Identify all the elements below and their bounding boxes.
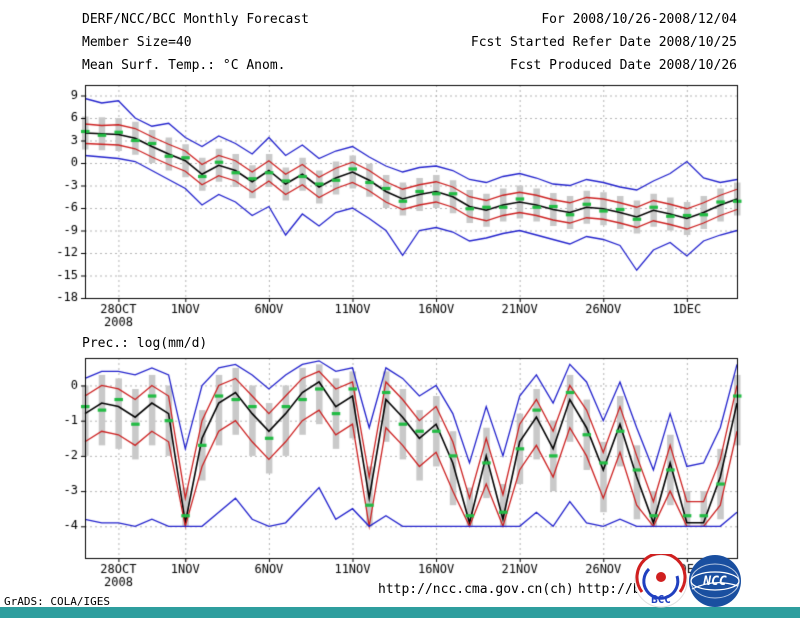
report-title: DERF/NCC/BCC Monthly Forecast [82,12,309,27]
ncc-logo-label: NCC [702,574,727,589]
bcc-red-swirl [635,554,687,593]
precip-panel-title: Prec.: log(mm/d) [82,336,208,351]
grads-credit: GrADS: COLA/IGES [4,595,110,608]
fcst-produced-date: Fcst Produced Date 2008/10/26 [510,58,737,73]
footer-bar [0,607,800,618]
ncc-url: http://ncc.cma.gov.cn(ch) [378,582,574,597]
member-size-label: Member Size=40 [82,35,192,50]
bcc-blue-swirl [642,567,680,600]
fcst-refer-date: Fcst Started Refer Date 2008/10/25 [470,35,737,50]
ncc-logo: NCC [689,555,741,607]
ncc-latitude-line-2 [690,563,740,599]
ncc-globe [689,555,741,607]
forecast-period: For 2008/10/26-2008/12/04 [541,12,737,27]
bcc-logo-label: BCC [651,593,671,606]
temp-panel-title: Mean Surf. Temp.: °C Anom. [82,58,286,73]
bcc-logo: BCC [634,554,688,608]
ncc-arc-line [691,582,739,590]
bcc-core-dot [656,572,666,582]
